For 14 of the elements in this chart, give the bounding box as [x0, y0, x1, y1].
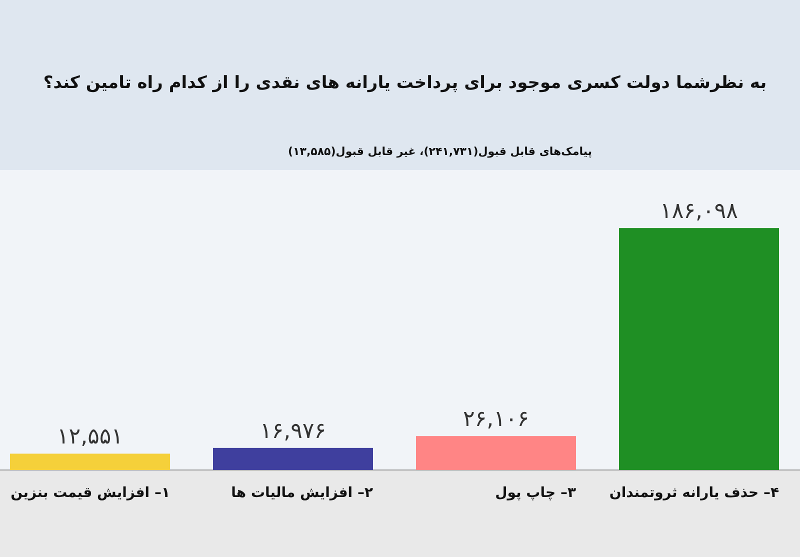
x-tick-label: ۲– افزایش مالیات ها [231, 485, 374, 501]
x-tick-label: ۳– چاپ پول [495, 485, 576, 501]
bar [10, 454, 170, 470]
data-label: ۱۶,۹۷۶ [260, 418, 326, 444]
data-label: ۱۲,۵۵۱ [56, 424, 124, 450]
x-tick-label: ۴– حذف یارانه ثروتمندان [609, 485, 780, 501]
chart-subtitle: پیامک‌های قابل قبول(۲۴۱,۷۳۱)، غیر قابل قبول(۱۳,۵۸۵) [288, 145, 592, 158]
bar [213, 448, 373, 470]
data-label: ۱۸۶,۰۹۸ [660, 199, 738, 224]
x-tick-label: ۱– افزایش قیمت بنزین [10, 485, 170, 501]
bar [619, 228, 779, 470]
bar [416, 436, 576, 470]
data-label: ۲۶,۱۰۶ [462, 407, 530, 432]
chart-title: به نظرشما دولت کسری موجود برای پرداخت یارانه های نقدی را از کدام راه تامین کند؟ [43, 73, 767, 93]
